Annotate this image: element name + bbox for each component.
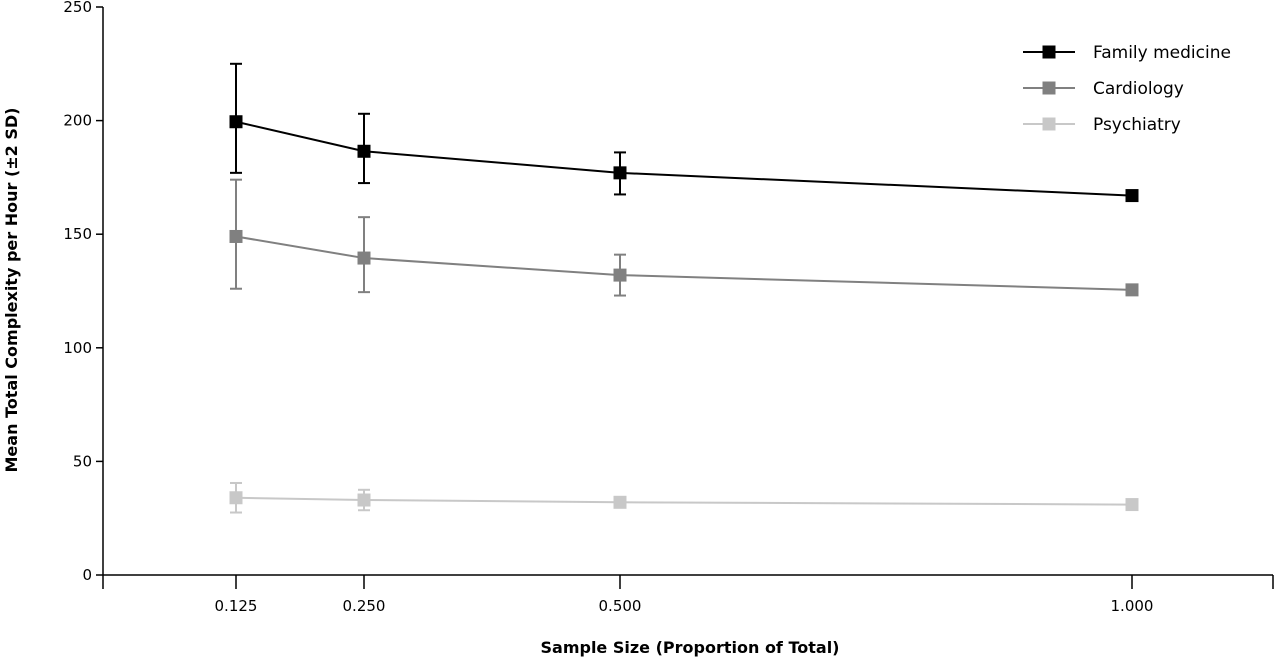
data-point: [229, 229, 243, 243]
legend: Family medicine Cardiology Psychiatry: [1023, 43, 1231, 135]
data-point: [357, 144, 371, 158]
series-cardiology: [229, 178, 1139, 297]
x-tick-label: 1.000: [1111, 597, 1154, 615]
data-point: [357, 493, 371, 507]
x-axis-title: Sample Size (Proportion of Total): [541, 638, 840, 657]
series-line: [235, 120, 1133, 197]
series-line: [235, 496, 1133, 506]
legend-item: Cardiology: [1023, 79, 1184, 99]
legend-label: Cardiology: [1093, 79, 1184, 99]
series-psychiatry: [229, 481, 1139, 514]
legend-marker: [1042, 81, 1056, 95]
y-tick-label: 0: [82, 566, 92, 584]
data-point: [229, 491, 243, 505]
data-point: [1125, 189, 1139, 203]
y-tick-label: 250: [63, 0, 92, 16]
legend-label: Psychiatry: [1093, 115, 1181, 135]
y-tick-label: 100: [63, 339, 92, 357]
data-point: [613, 166, 627, 180]
data-point: [613, 495, 627, 509]
series-family-medicine: [229, 62, 1139, 203]
axes: 0 50 100 150 200 250 0.125 0.250 0.500 1.000: [63, 0, 1274, 615]
x-tick-label: 0.500: [599, 597, 642, 615]
data-point: [1125, 283, 1139, 297]
legend-item: Psychiatry: [1023, 115, 1181, 135]
data-point: [357, 251, 371, 265]
y-axis-title: Mean Total Complexity per Hour (±2 SD): [2, 108, 21, 473]
series-line: [235, 235, 1133, 291]
plot-area: [229, 62, 1139, 514]
data-point: [1125, 498, 1139, 512]
data-point: [229, 115, 243, 129]
data-point: [613, 268, 627, 282]
legend-item: Family medicine: [1023, 43, 1231, 63]
y-tick-label: 50: [73, 452, 92, 470]
legend-label: Family medicine: [1093, 43, 1231, 63]
y-tick-label: 200: [63, 112, 92, 130]
legend-marker: [1042, 117, 1056, 131]
x-tick-label: 0.250: [343, 597, 386, 615]
x-tick-label: 0.125: [215, 597, 258, 615]
y-tick-label: 150: [63, 225, 92, 243]
legend-marker: [1042, 45, 1056, 59]
